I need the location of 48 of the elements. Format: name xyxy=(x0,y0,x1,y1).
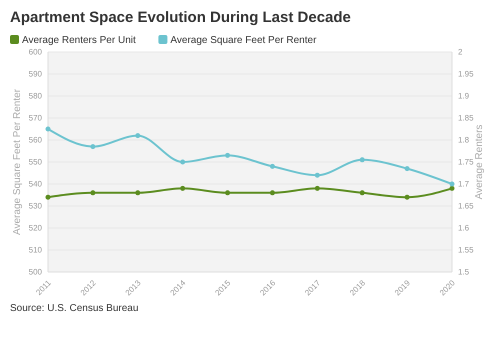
point xyxy=(135,133,140,138)
point xyxy=(90,190,96,196)
source-note: Source: U.S. Census Bureau xyxy=(10,303,138,314)
y2-tick-label: 2 xyxy=(458,48,463,57)
y2-tick-label: 1.8 xyxy=(458,136,470,145)
y-tick-label: 520 xyxy=(28,224,43,233)
chart-title: Apartment Space Evolution During Last Decade xyxy=(10,9,351,26)
y-tick-label: 500 xyxy=(28,268,43,277)
y-tick-label: 590 xyxy=(28,70,43,79)
y2-tick-label: 1.55 xyxy=(458,246,474,255)
y-tick-label: 540 xyxy=(28,180,43,189)
legend-label: Average Renters Per Unit xyxy=(22,35,136,46)
y-tick-label: 510 xyxy=(28,246,43,255)
point xyxy=(46,126,50,132)
y-tick-label: 600 xyxy=(28,48,43,57)
y2-axis-title: Average Renters xyxy=(474,124,485,200)
point xyxy=(450,186,454,191)
y-tick-label: 560 xyxy=(28,136,43,145)
point xyxy=(404,194,410,200)
y-tick-label: 570 xyxy=(28,114,43,123)
point xyxy=(314,172,320,178)
y2-tick-label: 1.6 xyxy=(458,224,470,233)
y2-tick-label: 1.7 xyxy=(458,180,470,189)
y2-tick-label: 1.85 xyxy=(458,114,474,123)
y-axis-title: Average Square Feet Per Renter xyxy=(12,88,23,236)
point xyxy=(225,190,230,196)
point xyxy=(135,190,140,196)
y2-tick-label: 1.75 xyxy=(458,158,474,167)
y2-tick-label: 1.95 xyxy=(458,70,474,79)
point xyxy=(46,194,50,200)
point xyxy=(314,186,320,191)
point xyxy=(360,157,365,162)
y2-tick-label: 1.5 xyxy=(458,268,470,277)
y-tick-label: 550 xyxy=(28,158,43,167)
y-tick-label: 580 xyxy=(28,92,43,101)
y2-tick-label: 1.65 xyxy=(458,202,474,211)
y-tick-label: 530 xyxy=(28,202,43,211)
point xyxy=(180,186,186,191)
point xyxy=(90,144,96,150)
point xyxy=(360,190,365,196)
point xyxy=(270,164,275,169)
point xyxy=(180,160,186,164)
y2-tick-label: 1.9 xyxy=(458,92,470,101)
point xyxy=(450,182,454,186)
point xyxy=(225,152,230,158)
point xyxy=(270,190,275,196)
point xyxy=(404,166,410,172)
legend-label: Average Square Feet Per Renter xyxy=(170,35,318,46)
